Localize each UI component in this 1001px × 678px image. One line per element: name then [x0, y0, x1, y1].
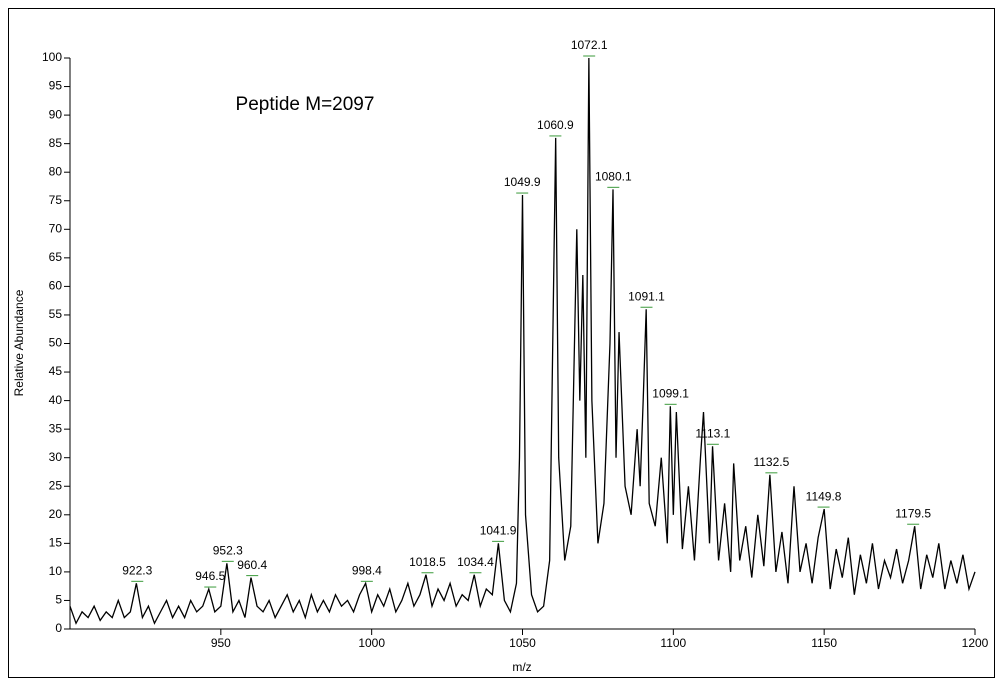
y-tick-label: 5: [55, 593, 62, 607]
peak-label: 922.3: [122, 563, 152, 577]
y-tick-label: 20: [49, 507, 63, 521]
x-tick-label: 1050: [509, 636, 536, 650]
y-tick-label: 90: [49, 107, 63, 121]
x-tick-label: 1200: [962, 636, 989, 650]
peak-label: 998.4: [352, 563, 382, 577]
peak-label: 1041.9: [480, 524, 517, 538]
y-tick-label: 25: [49, 478, 63, 492]
peak-label: 1149.8: [806, 489, 842, 503]
y-tick-label: 70: [49, 221, 63, 235]
y-tick-label: 10: [49, 564, 63, 578]
peak-label: 946.5: [195, 569, 225, 583]
peak-label: 1018.5: [409, 555, 446, 569]
x-tick-label: 1100: [660, 636, 686, 650]
peak-label: 1099.1: [652, 386, 689, 400]
peak-label: 1179.5: [895, 506, 931, 520]
spectrum-line: [69, 57, 976, 625]
peak-label: 1080.1: [595, 170, 632, 184]
x-tick-label: 1000: [358, 636, 385, 650]
peak-label: 960.4: [237, 558, 267, 572]
y-tick-label: 55: [49, 307, 63, 321]
y-tick-label: 45: [49, 364, 63, 378]
y-tick-label: 50: [49, 336, 63, 350]
peak-label: 1132.5: [753, 455, 789, 469]
y-tick-label: 95: [49, 79, 63, 93]
y-tick-label: 30: [49, 450, 63, 464]
y-tick-label: 40: [49, 393, 63, 407]
x-tick-label: 950: [211, 636, 231, 650]
peak-label: 1049.9: [504, 175, 541, 189]
peak-label: 952.3: [213, 544, 243, 558]
y-axis-label: Relative Abundance: [12, 289, 26, 396]
y-tick-label: 85: [49, 136, 63, 150]
y-tick-label: 35: [49, 421, 63, 435]
y-tick-label: 60: [49, 279, 63, 293]
peak-label: 1091.1: [628, 289, 665, 303]
x-axis-label: m/z: [512, 660, 531, 674]
peak-label: 1113.1: [695, 426, 730, 440]
y-tick-label: 80: [49, 164, 63, 178]
annotation: Peptide M=2097: [236, 94, 375, 115]
y-tick-label: 75: [49, 193, 63, 207]
y-tick-label: 100: [42, 50, 62, 64]
peak-label: 1034.4: [457, 555, 494, 569]
peak-label: 1060.9: [537, 118, 574, 132]
peak-label: 1072.1: [571, 38, 608, 52]
y-tick-label: 0: [55, 621, 62, 635]
y-tick-label: 65: [49, 250, 63, 264]
y-tick-label: 15: [49, 536, 63, 550]
x-tick-label: 1150: [811, 636, 837, 650]
